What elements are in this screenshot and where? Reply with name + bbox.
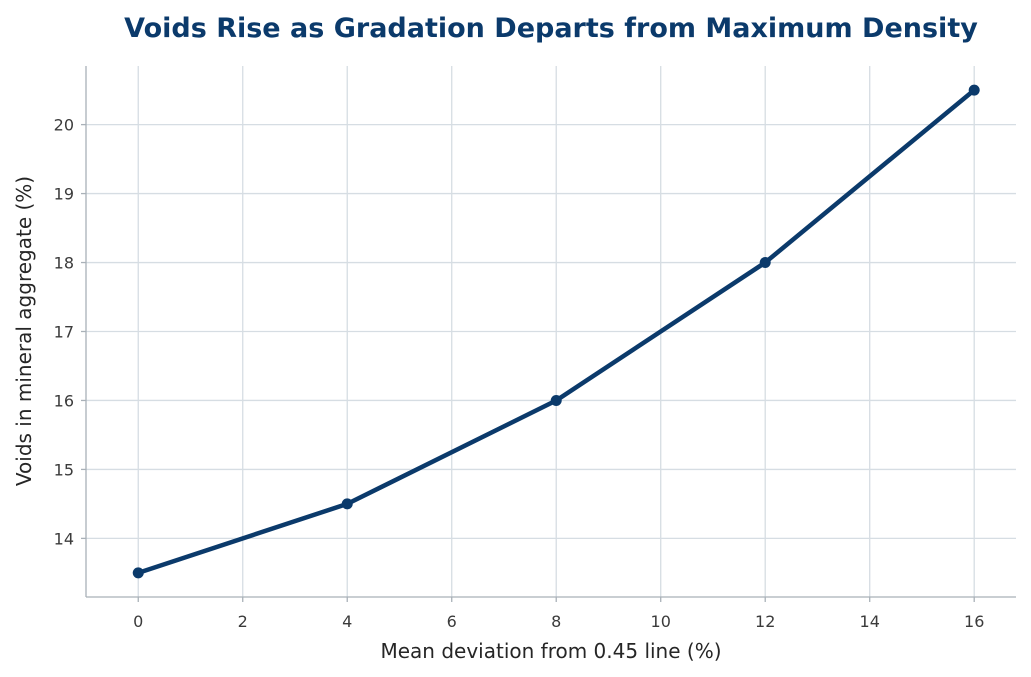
y-tick-label: 18	[54, 254, 74, 273]
series	[132, 84, 980, 579]
x-tick-label: 2	[238, 612, 248, 631]
y-ticks: 14 15 16 17 18 19 20	[54, 116, 86, 548]
y-axis-label: Voids in mineral aggregate (%)	[12, 176, 36, 486]
data-point	[759, 257, 771, 269]
x-tick-label: 10	[651, 612, 671, 631]
data-point	[132, 567, 144, 579]
y-tick-label: 20	[54, 116, 74, 135]
x-tick-label: 16	[964, 612, 984, 631]
y-tick-label: 19	[54, 185, 74, 204]
x-tick-label: 4	[342, 612, 352, 631]
x-ticks: 0 2 4 6 8 10 12 14 16	[133, 597, 984, 631]
y-tick-label: 15	[54, 460, 74, 479]
data-point	[968, 84, 980, 96]
grid	[86, 66, 1016, 597]
y-tick-label: 14	[54, 529, 74, 548]
y-tick-label: 17	[54, 323, 74, 342]
chart-title: Voids Rise as Gradation Departs from Max…	[124, 13, 978, 44]
data-point	[550, 394, 562, 406]
x-axis-label: Mean deviation from 0.45 line (%)	[380, 639, 721, 663]
x-tick-label: 6	[447, 612, 457, 631]
x-tick-label: 12	[755, 612, 775, 631]
x-tick-label: 14	[860, 612, 880, 631]
y-tick-label: 16	[54, 391, 74, 410]
x-tick-label: 8	[551, 612, 561, 631]
x-tick-label: 0	[133, 612, 143, 631]
data-point	[341, 498, 353, 510]
